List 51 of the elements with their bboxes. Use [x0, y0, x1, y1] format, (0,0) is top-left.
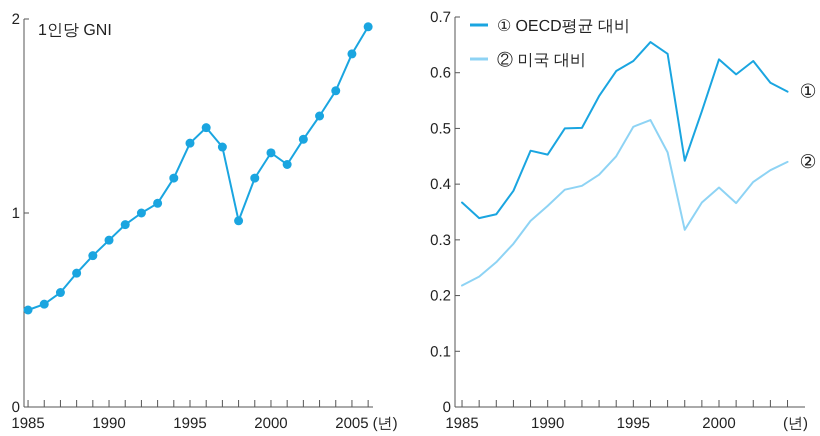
y-tick-label: 0.7	[430, 9, 451, 26]
x-tick-label: 2000	[702, 415, 736, 432]
x-tick-label: 1995	[173, 415, 207, 432]
point	[40, 300, 49, 309]
line-series	[461, 119, 789, 287]
y-tick-label: 0.6	[430, 64, 451, 82]
y-tick-label: 0.5	[430, 120, 451, 138]
x-tick-label: 1995	[616, 415, 650, 432]
point	[186, 138, 194, 148]
y-tick-label: 0.1	[430, 343, 451, 360]
y-tick-label: 0.2	[430, 288, 451, 305]
x-axis-title: (년)	[372, 415, 398, 432]
point	[218, 142, 227, 152]
point	[234, 216, 244, 226]
legend-label: ② 미국 대비	[497, 51, 586, 69]
annotation: ②	[800, 152, 817, 173]
point	[104, 236, 114, 245]
legend-label: ① OECD평균 대비	[497, 18, 630, 35]
chart-title: 1인당 GNI	[38, 22, 112, 39]
annotation: ①	[800, 82, 817, 103]
point	[24, 306, 33, 314]
y-tick-label: 0	[442, 399, 451, 416]
point	[136, 208, 146, 218]
y-tick-label: 2	[12, 11, 20, 28]
point	[169, 174, 178, 183]
point	[282, 160, 292, 169]
x-tick-label: 1990	[92, 415, 126, 432]
point	[364, 22, 373, 32]
point	[331, 86, 340, 96]
point	[120, 220, 130, 230]
point	[266, 148, 276, 158]
x-axis-title: (년)	[783, 415, 808, 432]
line-series	[461, 41, 789, 220]
x-tick-label: 1985	[11, 415, 45, 432]
y-tick-label: 0	[12, 399, 20, 416]
point	[250, 174, 260, 183]
point	[153, 198, 162, 208]
y-tick-label: 0.4	[430, 176, 451, 194]
x-tick-label: 2000	[254, 415, 288, 432]
x-tick-label: 1990	[530, 415, 564, 432]
x-tick-label: 1985	[445, 415, 479, 432]
y-tick-label: 1	[12, 205, 20, 222]
point	[72, 268, 82, 278]
point	[56, 288, 65, 298]
point	[298, 134, 308, 144]
point	[347, 49, 356, 58]
point	[315, 112, 324, 120]
point	[88, 251, 98, 260]
x-tick-label: 2005	[335, 415, 369, 432]
point	[202, 123, 211, 132]
y-tick-label: 0.3	[430, 232, 451, 249]
